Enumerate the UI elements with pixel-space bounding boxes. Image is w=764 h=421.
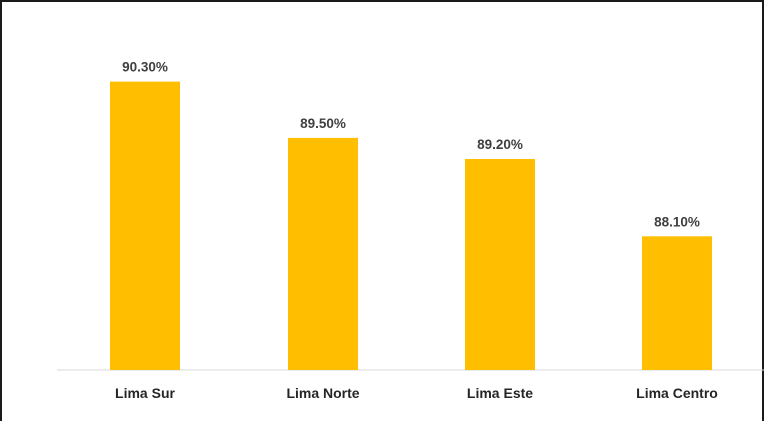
data-label-lima-este: 89.20% (477, 137, 523, 152)
data-label-lima-centro: 88.10% (654, 214, 700, 229)
bars-layer (110, 81, 712, 370)
x-tick-label-lima-centro: Lima Centro (636, 385, 718, 401)
bar-lima-este (465, 159, 535, 370)
bar-lima-sur (110, 81, 180, 370)
x-tick-label-lima-sur: Lima Sur (115, 385, 175, 401)
data-label-lima-norte: 89.50% (300, 116, 346, 131)
value-labels-layer: 90.30% 89.50% 89.20% 88.10% (122, 60, 700, 230)
x-tick-label-lima-norte: Lima Norte (286, 385, 359, 401)
category-labels-layer: Lima Sur Lima Norte Lima Este Lima Centro (115, 385, 718, 401)
data-label-lima-sur: 90.30% (122, 60, 168, 75)
x-tick-label-lima-este: Lima Este (467, 385, 533, 401)
bar-lima-centro (642, 236, 712, 370)
bar-lima-norte (288, 137, 358, 370)
